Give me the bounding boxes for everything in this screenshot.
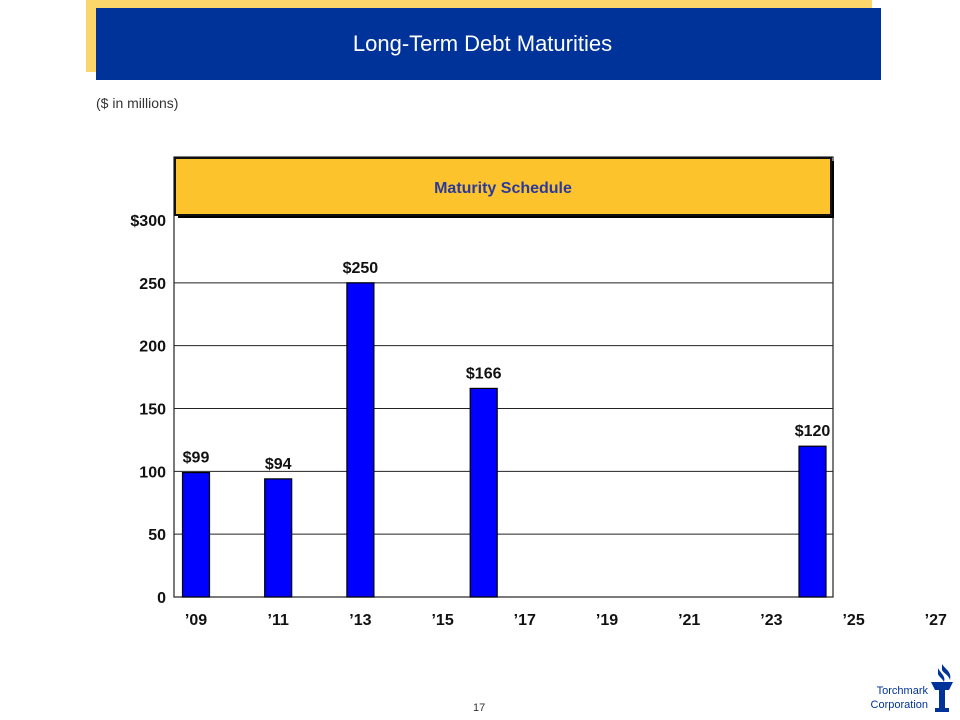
x-tick-label: ’15 [431,612,453,629]
chart-title-box [174,157,832,216]
brand-name: Torchmark Corporation [848,684,928,712]
bar-value-label: $166 [466,365,502,382]
bar-value-label: $120 [795,423,831,440]
brand-line-1: Torchmark [876,685,928,697]
bar [264,478,293,598]
page-number: 17 [473,702,486,714]
x-tick-label: ’23 [760,612,782,629]
bar [469,387,498,598]
y-tick-label: 150 [139,402,166,419]
grid-layer [174,282,833,535]
x-tick-label: ’27 [925,612,947,629]
y-tick-label: 100 [139,464,166,481]
title-bar: Long-Term Debt Maturities [96,8,881,80]
x-tick-label: ’11 [268,612,289,629]
y-tick-label: 250 [139,276,166,293]
bar-value-label: $250 [343,260,379,277]
y-tick-label: 50 [148,527,166,544]
units-note: ($ in millions) [96,95,179,111]
bar-value-label: $99 [183,450,210,467]
x-tick-label: ’13 [349,612,371,629]
y-tick-label: $300 [130,213,166,230]
y-tick-label: 200 [139,339,166,356]
x-tick-labels: ’09’11’13’15’17’19’21’23’25’27’29’31’33’… [185,612,947,629]
x-tick-label: ’25 [842,612,864,629]
bars-layer [181,282,827,598]
bar [181,471,211,598]
x-tick-label: ’09 [185,612,207,629]
torch-logo-icon [931,664,953,712]
page-title: Long-Term Debt Maturities [352,31,613,56]
x-tick-label: ’21 [678,612,700,629]
x-tick-label: ’17 [514,612,536,629]
bar-value-label: $94 [265,456,292,473]
y-tick-labels: 0 50 100 150 200 250 $300 [130,213,166,607]
brand-line-2: Corporation [870,699,928,711]
bar [346,282,375,598]
labels-layer: $99 $94 $250 $166 $120 [183,260,831,473]
chart-title: Maturity Schedule [434,180,572,197]
y-tick-label: 0 [157,590,166,607]
bar [798,445,827,598]
x-tick-label: ’19 [596,612,618,629]
